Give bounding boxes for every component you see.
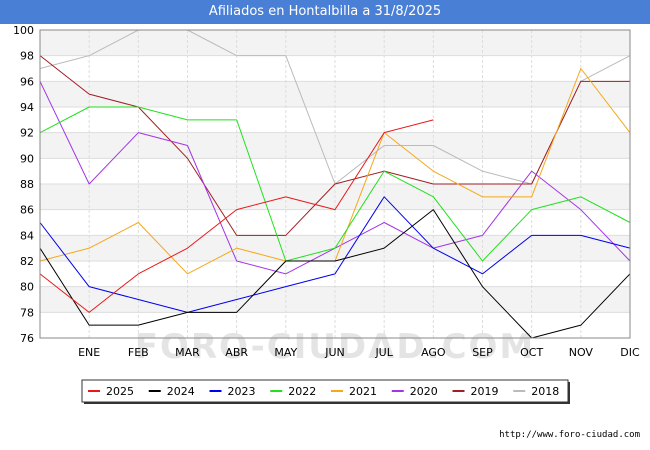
y-axis-ticks: 76 78 80 82 84 86 88 90 92 94 96 98 100 [13,24,34,345]
x-tick-label: ABR [225,346,248,359]
x-tick-label: MAR [175,346,200,359]
x-tick-label: MAY [274,346,297,359]
series-line-2023 [39,196,631,313]
x-tick-label: SEP [472,346,493,359]
x-tick-label: FEB [128,346,149,359]
series-line-2022 [39,106,631,262]
x-tick-label: ENE [78,346,100,359]
y-tick-label: 76 [20,332,34,345]
chart-title: Afiliados en Hontalbilla a 31/8/2025 [0,0,650,24]
legend-label-2023: 2023 [228,385,256,398]
y-tick-label: 84 [20,229,34,242]
y-tick-label: 86 [20,204,34,217]
legend-box [81,379,569,403]
legend-label-2019: 2019 [471,385,499,398]
y-tick-label: 88 [20,178,34,191]
x-tick-label: JUN [324,346,345,359]
watermark: FORO-CIUDAD.COM [135,327,536,367]
y-tick-label: 98 [20,50,34,63]
y-tick-label: 78 [20,306,34,319]
y-tick-label: 94 [20,101,34,114]
legend-label-2021: 2021 [349,385,377,398]
x-tick-label: JUL [374,346,393,359]
y-tick-label: 96 [20,75,34,88]
x-axis-ticks: ENE FEB MAR ABR MAY JUN JUL AGO SEP OCT NOV DIC [78,346,640,359]
plot-frame [39,29,631,339]
y-tick-label: 92 [20,127,34,140]
legend-label-2025: 2025 [106,385,134,398]
legend-label-2024: 2024 [167,385,195,398]
x-tick-label: OCT [520,346,543,359]
x-tick-label: NOV [569,346,594,359]
y-tick-label: 82 [20,255,34,268]
y-tick-label: 100 [13,24,34,37]
legend-label-2018: 2018 [531,385,559,398]
source-credit: http://www.foro-ciudad.com [499,430,640,440]
legend: 2025 2024 2023 2022 2021 2020 2019 2018 [81,379,570,404]
y-tick-label: 90 [20,152,34,165]
legend-label-2022: 2022 [288,385,316,398]
x-tick-label: DIC [620,346,640,359]
series-line-2025 [39,119,434,313]
legend-label-2020: 2020 [410,385,438,398]
y-tick-label: 80 [20,281,34,294]
x-tick-label: AGO [421,346,446,359]
